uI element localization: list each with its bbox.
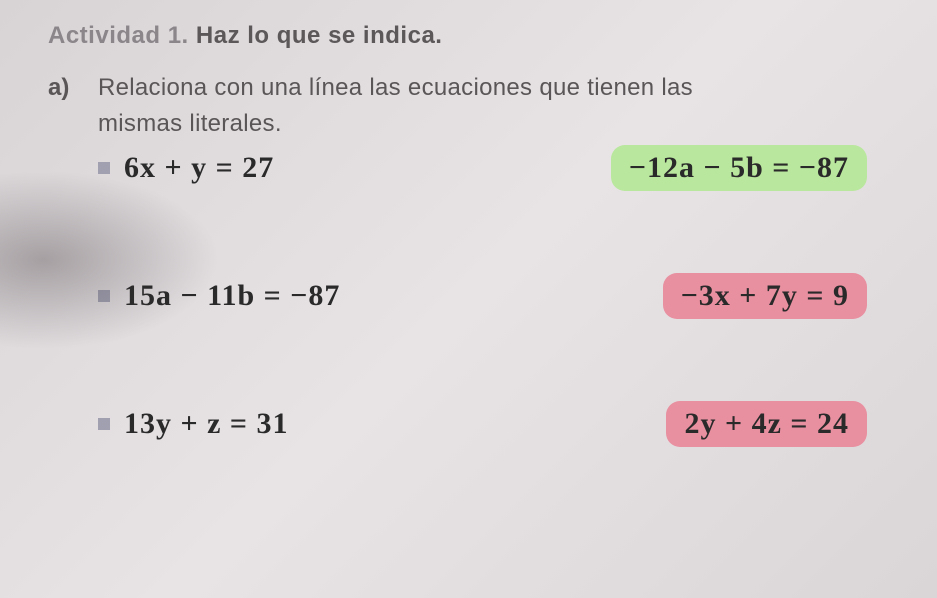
instruction-line-2: mismas literales. <box>98 108 897 140</box>
equation-text: 13y + z = 31 <box>124 407 289 441</box>
left-equation: 13y + z = 31 <box>98 407 289 441</box>
bullet-icon <box>98 290 110 302</box>
highlighted-equation: 2y + 4z = 24 <box>666 401 867 447</box>
highlighted-equation: −12a − 5b = −87 <box>611 145 867 191</box>
equation-pairs: 6x + y = 27 −12a − 5b = −87 15a − 11b = … <box>98 145 897 447</box>
instruction-line-1: Relaciona con una línea las ecuaciones q… <box>98 72 897 104</box>
exercise-item: a) Relaciona con una línea las ecuacione… <box>48 72 897 447</box>
equation-pair: 15a − 11b = −87 −3x + 7y = 9 <box>98 273 897 319</box>
left-equation: 6x + y = 27 <box>98 151 274 185</box>
equation-pair: 13y + z = 31 2y + 4z = 24 <box>98 401 897 447</box>
item-body: Relaciona con una línea las ecuaciones q… <box>98 72 897 447</box>
activity-header: Actividad 1. Haz lo que se indica. <box>48 22 897 50</box>
equation-pair: 6x + y = 27 −12a − 5b = −87 <box>98 145 897 191</box>
bullet-icon <box>98 162 110 174</box>
highlighted-equation: −3x + 7y = 9 <box>663 273 867 319</box>
equation-text: 15a − 11b = −87 <box>124 279 340 313</box>
left-equation: 15a − 11b = −87 <box>98 279 340 313</box>
worksheet-page: Actividad 1. Haz lo que se indica. a) Re… <box>0 0 937 467</box>
activity-instruction: Haz lo que se indica. <box>196 22 443 49</box>
item-letter: a) <box>48 72 80 103</box>
bullet-icon <box>98 418 110 430</box>
equation-text: 6x + y = 27 <box>124 151 274 185</box>
activity-label: Actividad 1. <box>48 22 189 49</box>
